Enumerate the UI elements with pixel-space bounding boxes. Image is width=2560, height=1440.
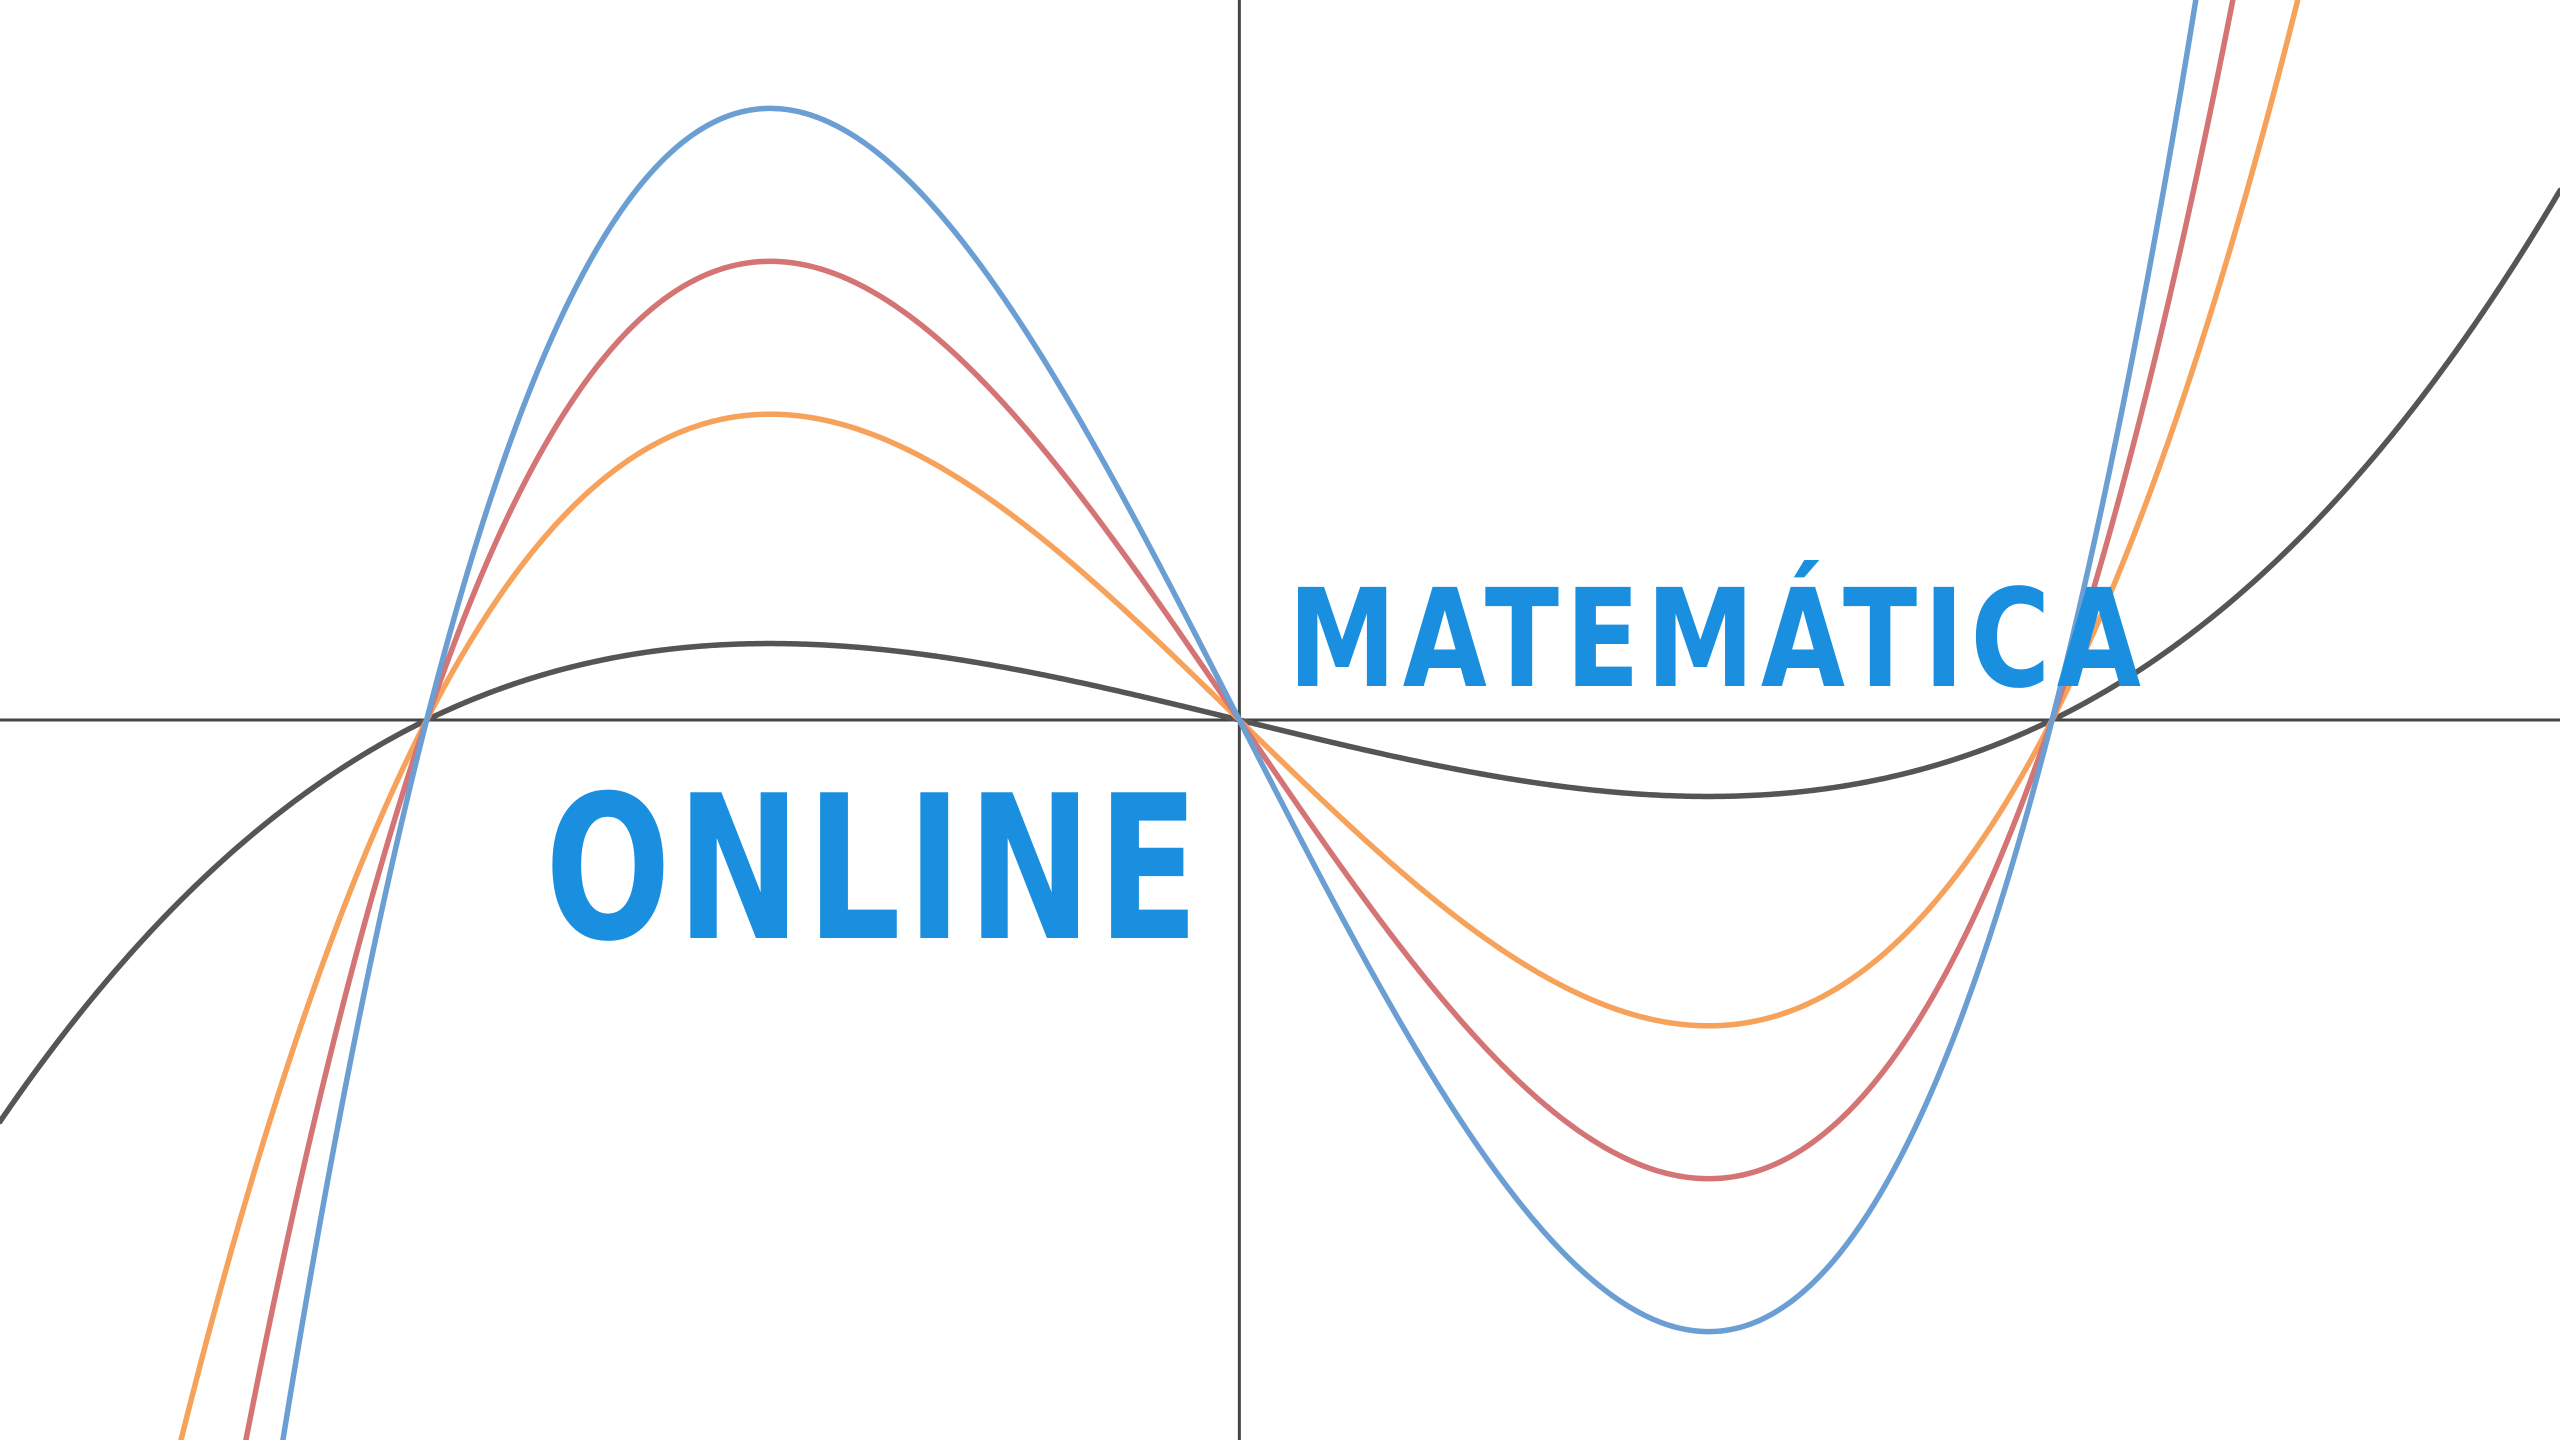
brand-word-matematica: MATEMÁTICA: [1288, 561, 2148, 719]
brand-word-online: ONLINE: [545, 753, 1205, 986]
series-line-1: [0, 187, 2560, 1125]
